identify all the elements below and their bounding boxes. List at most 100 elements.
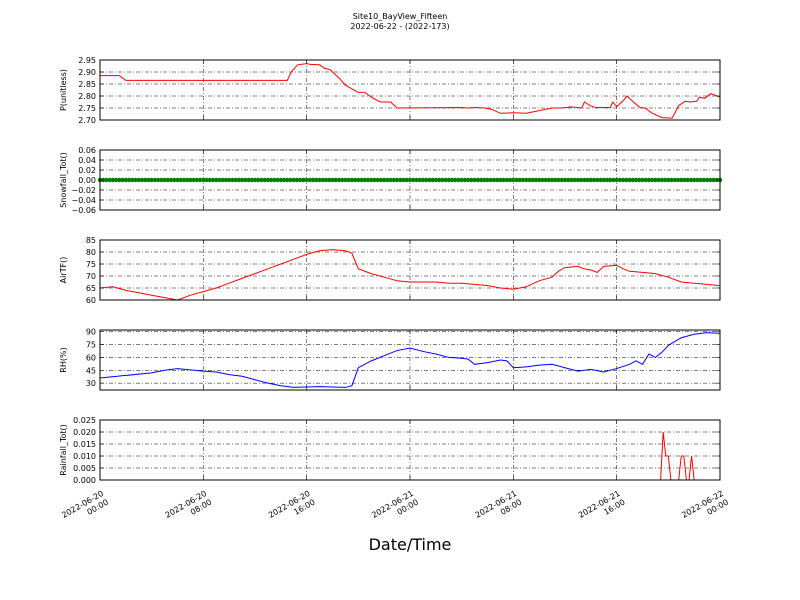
y-tick-label: 0.04 (78, 156, 96, 165)
y-tick-label: 0.00 (78, 176, 96, 185)
data-point (120, 177, 125, 183)
data-point (343, 177, 348, 183)
data-point (365, 177, 371, 183)
data-point (414, 177, 419, 183)
data-point (143, 177, 148, 183)
data-point (204, 177, 209, 183)
data-point (675, 177, 681, 183)
panel-3: 90 75 60 45 30 RH(%) (59, 328, 721, 391)
data-point (346, 177, 351, 183)
data-point (637, 177, 642, 183)
data-point (291, 177, 296, 183)
data-point (624, 177, 629, 183)
data-point (126, 177, 132, 183)
panel-2: 85 80 75 70 65 60 AirTF() (59, 236, 721, 305)
data-point (630, 177, 636, 183)
data-point (443, 177, 448, 183)
data-point (501, 177, 506, 183)
y-tick-label: 2.90 (78, 68, 96, 77)
y-tick-label: 2.75 (78, 104, 96, 113)
data-point (472, 177, 477, 183)
data-point (239, 177, 245, 183)
data-point (533, 177, 539, 183)
data-point (197, 177, 203, 183)
data-point (275, 177, 280, 183)
y-tick-label: 75 (86, 260, 96, 269)
data-point (614, 177, 619, 183)
data-point (223, 177, 229, 183)
y-axis-label: P(unitless) (59, 69, 68, 111)
data-point (317, 177, 322, 183)
data-point (417, 177, 422, 183)
data-point (375, 177, 380, 183)
data-point (314, 177, 319, 183)
data-point (578, 177, 584, 183)
data-point (536, 177, 542, 183)
data-point (672, 177, 677, 183)
y-tick-label: 70 (86, 272, 96, 281)
data-point (336, 177, 342, 183)
data-point (643, 177, 648, 183)
y-tick-label: 60 (86, 353, 96, 362)
data-point (430, 177, 435, 183)
data-point (569, 177, 574, 183)
panel-1: 0.060.040.020.00−0.02−0.04−0.06Snowfall_… (59, 146, 723, 215)
data-point (194, 177, 200, 183)
data-point (540, 177, 545, 183)
data-point (688, 177, 694, 183)
data-point (608, 177, 613, 183)
data-point (620, 177, 626, 183)
data-point (478, 177, 484, 183)
data-point (511, 177, 516, 183)
data-point (659, 177, 665, 183)
data-point (627, 177, 632, 183)
data-point (646, 177, 652, 183)
data-point (591, 177, 597, 183)
data-point (159, 177, 164, 183)
data-point (110, 177, 116, 183)
data-point (440, 177, 445, 183)
data-point (391, 177, 397, 183)
chart-title: Site10_BayView_Fifteen (353, 12, 448, 21)
data-point (398, 177, 403, 183)
y-tick-label: 0.06 (78, 146, 96, 155)
data-point (385, 177, 390, 183)
data-point (130, 177, 135, 183)
data-point (666, 177, 671, 183)
y-tick-label: 0.025 (73, 416, 96, 425)
data-point (543, 177, 548, 183)
data-point (482, 177, 487, 183)
data-point (330, 177, 335, 183)
data-point (178, 177, 183, 183)
y-tick-label: −0.04 (71, 196, 96, 205)
y-tick-label: 45 (86, 366, 96, 375)
data-point (381, 177, 387, 183)
y-tick-label: 0.005 (73, 464, 96, 473)
data-point (181, 177, 187, 183)
data-point (701, 177, 707, 183)
data-point (356, 177, 361, 183)
y-tick-label: 0.000 (73, 476, 96, 485)
data-point (708, 177, 713, 183)
data-point (453, 177, 458, 183)
data-point (301, 177, 306, 183)
data-point (320, 177, 326, 183)
data-point (175, 177, 180, 183)
data-point (420, 177, 426, 183)
data-point (562, 177, 568, 183)
data-point (288, 177, 293, 183)
data-point (210, 177, 216, 183)
data-point (640, 177, 645, 183)
y-tick-label: −0.06 (71, 206, 96, 215)
data-point (695, 177, 700, 183)
data-point (191, 177, 196, 183)
data-point (278, 177, 284, 183)
data-point (294, 177, 300, 183)
data-point (488, 177, 493, 183)
